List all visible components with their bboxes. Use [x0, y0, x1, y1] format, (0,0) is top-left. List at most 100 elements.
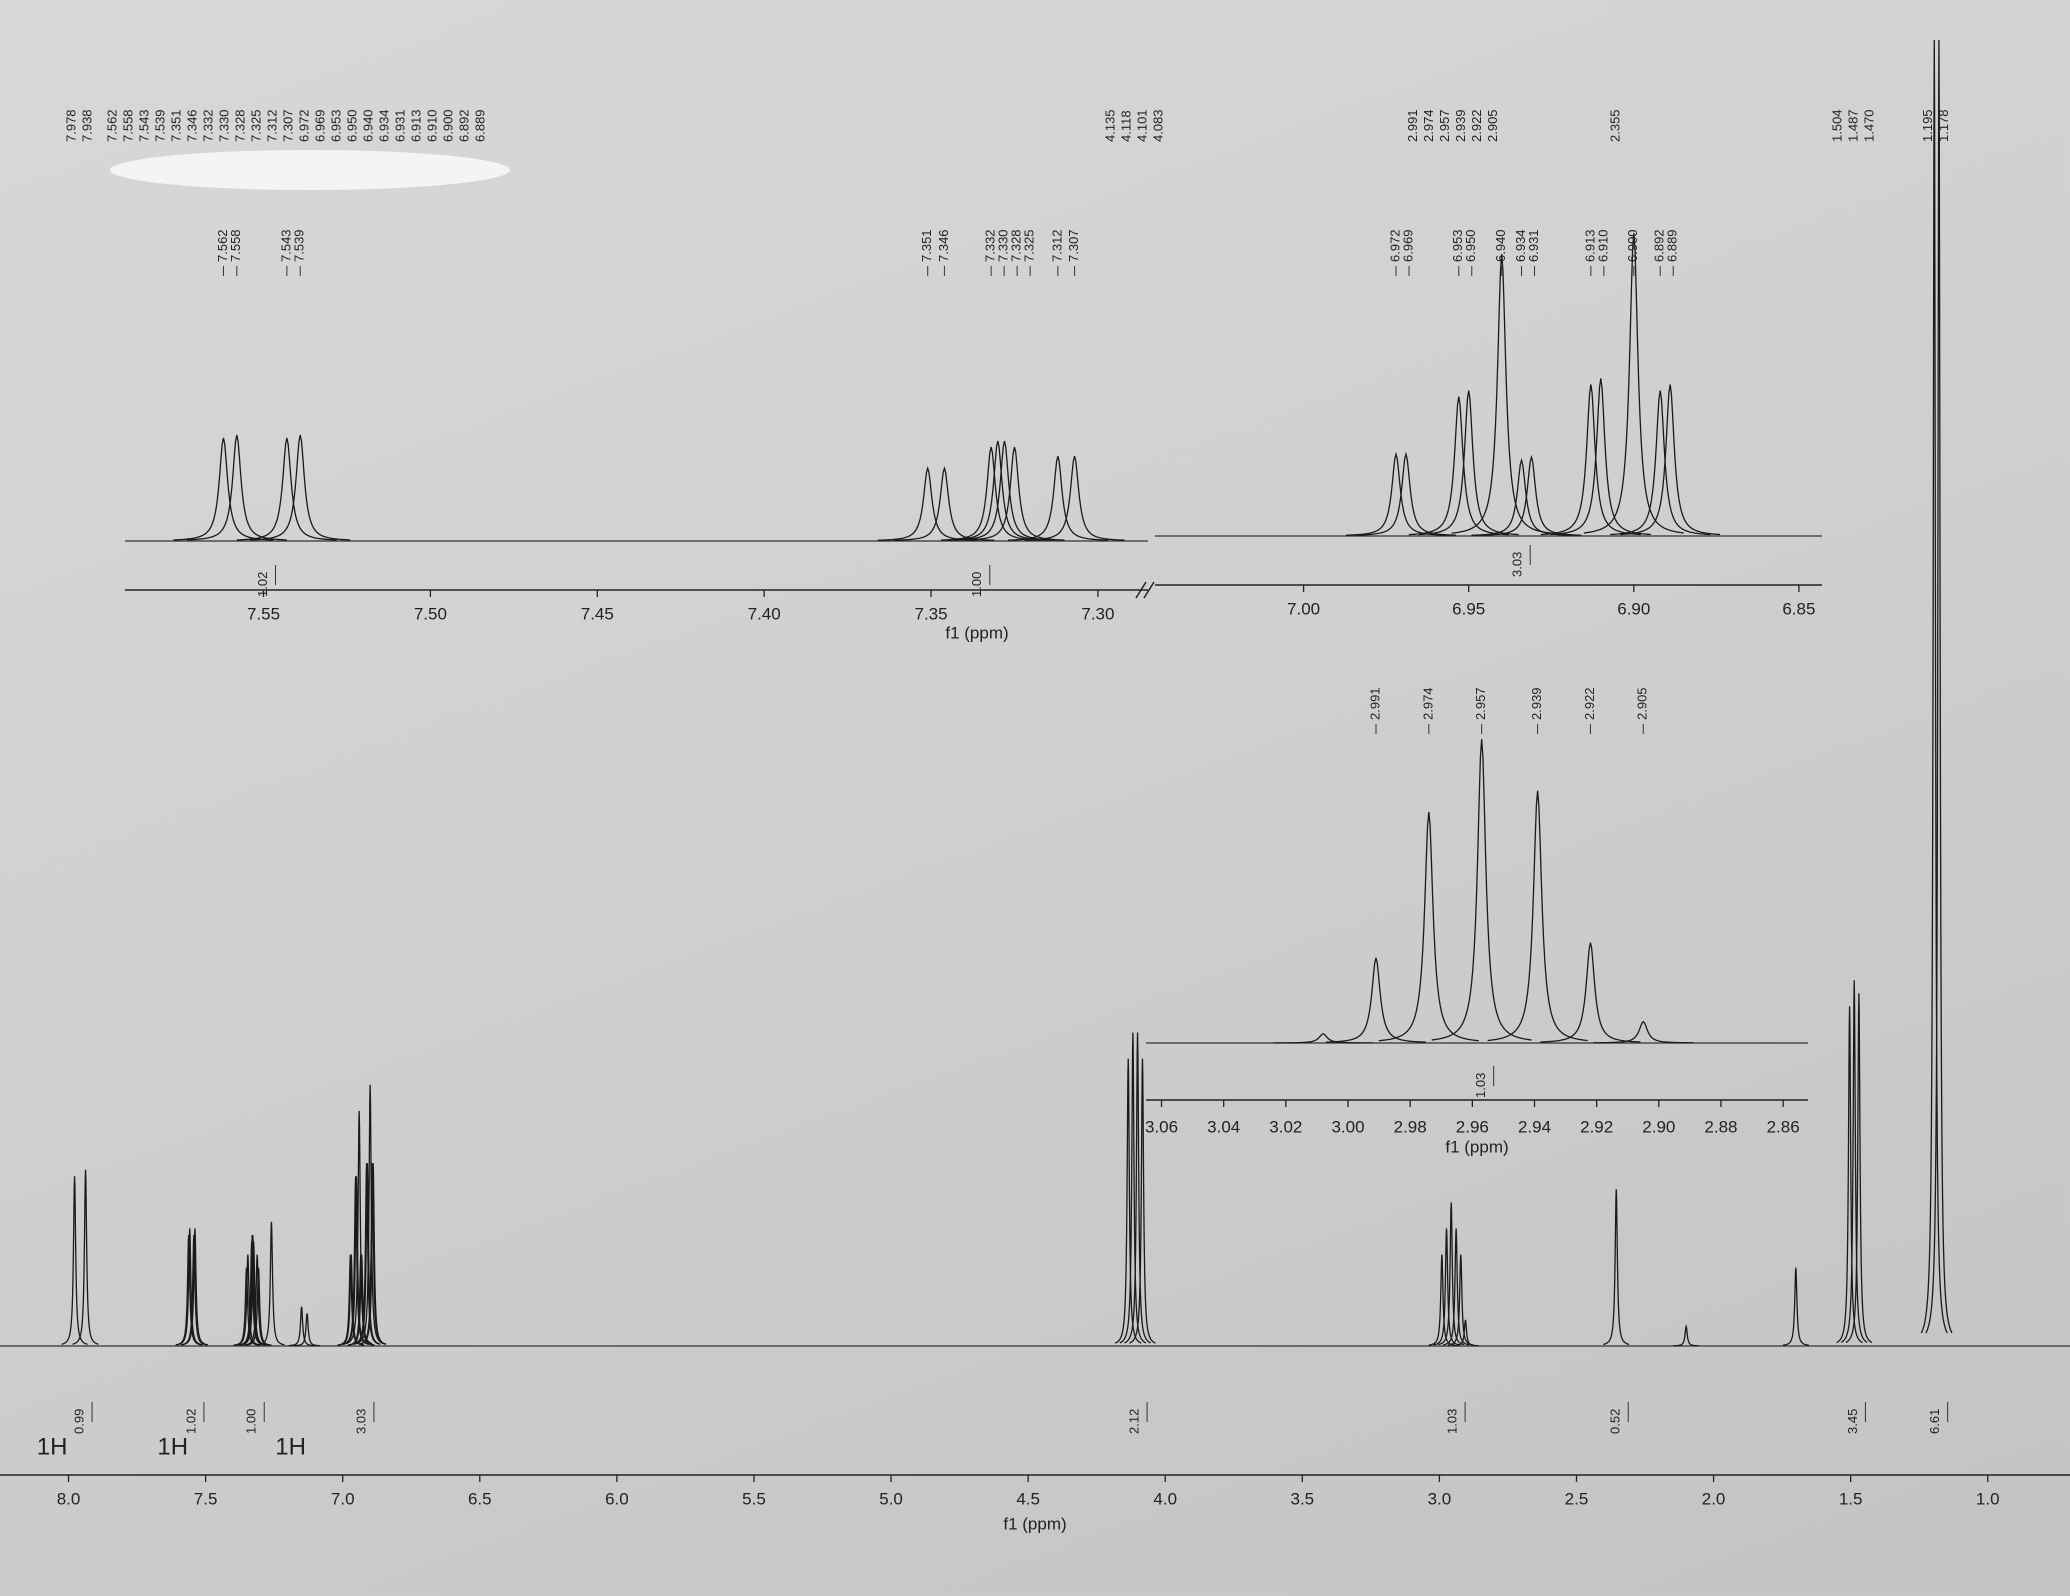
x-axis-label: f1 (ppm) — [945, 623, 1008, 642]
x-tick-label: 2.86 — [1767, 1117, 1800, 1136]
x-tick-label: 7.0 — [331, 1489, 355, 1508]
x-tick-label: 7.40 — [748, 604, 781, 623]
peak-label: 4.118 — [1119, 110, 1134, 142]
peak — [345, 1110, 373, 1345]
peak-label: 6.913 — [1582, 229, 1597, 262]
integral-label: 1.02 — [255, 572, 270, 597]
integral-label: 6.61 — [1927, 1409, 1942, 1434]
peak — [877, 465, 978, 541]
integral-label: 3.03 — [353, 1409, 368, 1434]
peak-label: 2.974 — [1420, 687, 1435, 720]
x-tick-label: 7.30 — [1081, 604, 1114, 623]
peak — [359, 1163, 387, 1345]
peak — [1024, 456, 1125, 541]
peak — [1620, 384, 1721, 536]
peak — [1418, 390, 1519, 536]
peak — [1443, 1228, 1470, 1346]
peak-label: 7.346 — [185, 109, 200, 142]
integral-label: 2.12 — [1127, 1409, 1142, 1434]
peak — [186, 434, 287, 541]
x-tick-label: 7.00 — [1287, 599, 1320, 618]
peak-label: 6.892 — [1652, 229, 1667, 262]
peak — [250, 434, 351, 541]
peak-label: 7.332 — [983, 229, 998, 262]
peak-label: 2.905 — [1485, 109, 1500, 142]
peak — [947, 440, 1048, 541]
peak-label: 2.991 — [1367, 687, 1382, 720]
x-tick-label: 2.90 — [1642, 1117, 1675, 1136]
x-tick-label: 1.0 — [1976, 1489, 2000, 1508]
peak — [1487, 790, 1588, 1042]
x-tick-label: 3.00 — [1331, 1117, 1364, 1136]
peak-label: 6.900 — [1625, 229, 1640, 262]
peak — [1447, 1254, 1474, 1346]
x-tick-label: 3.06 — [1145, 1117, 1178, 1136]
peak — [1471, 457, 1572, 536]
integral-label: 0.52 — [1608, 1409, 1623, 1434]
peak — [1408, 396, 1509, 536]
peak — [1325, 957, 1427, 1043]
peak — [1550, 378, 1651, 536]
peak — [1593, 1020, 1694, 1044]
peak-label: 7.346 — [936, 229, 951, 262]
handwritten-note: 1H — [37, 1433, 68, 1460]
x-tick-label: 4.0 — [1153, 1489, 1177, 1508]
peak-label: 6.892 — [457, 109, 472, 142]
peak-label: 6.934 — [1513, 229, 1528, 262]
peak — [1433, 1228, 1460, 1346]
x-tick-label: 3.04 — [1207, 1117, 1240, 1136]
peak-label: 1.470 — [1862, 109, 1877, 142]
peak-label: 7.543 — [278, 229, 293, 262]
peak — [1782, 1267, 1809, 1346]
peak — [176, 1228, 203, 1346]
peak-label: 6.940 — [1493, 229, 1508, 262]
peak-label: 7.562 — [105, 109, 120, 142]
peak-label: 7.312 — [1049, 229, 1064, 262]
peak-label: 1.178 — [1936, 109, 1951, 142]
peak-label: 6.972 — [1387, 229, 1402, 262]
peak — [1355, 451, 1456, 536]
x-tick-label: 7.35 — [915, 604, 948, 623]
peak-label: 6.969 — [1400, 229, 1415, 262]
x-tick-label: 6.95 — [1452, 599, 1485, 618]
x-tick-label: 2.98 — [1394, 1117, 1427, 1136]
x-tick-label: 3.02 — [1269, 1117, 1302, 1136]
peak — [1603, 1189, 1630, 1346]
peak-label: 7.312 — [265, 109, 280, 142]
peak — [1438, 1202, 1465, 1346]
handwritten-note: 1H — [157, 1433, 188, 1460]
peak-label: 7.938 — [79, 109, 94, 142]
x-tick-label: 6.5 — [468, 1489, 492, 1508]
x-tick-label: 3.5 — [1290, 1489, 1314, 1508]
peak-label: 1.487 — [1846, 109, 1861, 142]
peak-label: 7.558 — [228, 229, 243, 262]
peak-label: 7.539 — [292, 229, 307, 262]
peak-label: 6.931 — [1526, 229, 1541, 262]
peak-label: 7.558 — [121, 109, 136, 142]
peak-label: 6.910 — [425, 109, 440, 142]
integral-label: 3.45 — [1845, 1409, 1860, 1434]
peak-label: 1.195 — [1920, 109, 1935, 142]
peak — [234, 1254, 261, 1346]
peak — [1452, 1319, 1479, 1347]
x-tick-label: 2.0 — [1702, 1489, 1726, 1508]
peak-label: 6.934 — [377, 109, 392, 142]
peak-label: 2.922 — [1469, 109, 1484, 142]
peak — [1840, 980, 1868, 1343]
redaction — [110, 150, 510, 190]
x-tick-label: 1.5 — [1839, 1489, 1863, 1508]
peak-label: 7.351 — [919, 229, 934, 262]
x-axis-label: f1 (ppm) — [1003, 1514, 1066, 1533]
peak-label: 7.328 — [233, 109, 248, 142]
handwritten-note: 1H — [275, 1433, 306, 1460]
integral-label: 1.00 — [969, 572, 984, 597]
x-tick-label: 6.90 — [1617, 599, 1650, 618]
peak — [1845, 993, 1873, 1344]
peak-label: 7.325 — [249, 109, 264, 142]
x-tick-label: 8.0 — [57, 1489, 81, 1508]
peak-label: 7.562 — [215, 229, 230, 262]
peak-label: 2.991 — [1405, 109, 1420, 142]
integral-label: 3.03 — [1510, 552, 1525, 577]
peak — [1124, 1032, 1151, 1344]
